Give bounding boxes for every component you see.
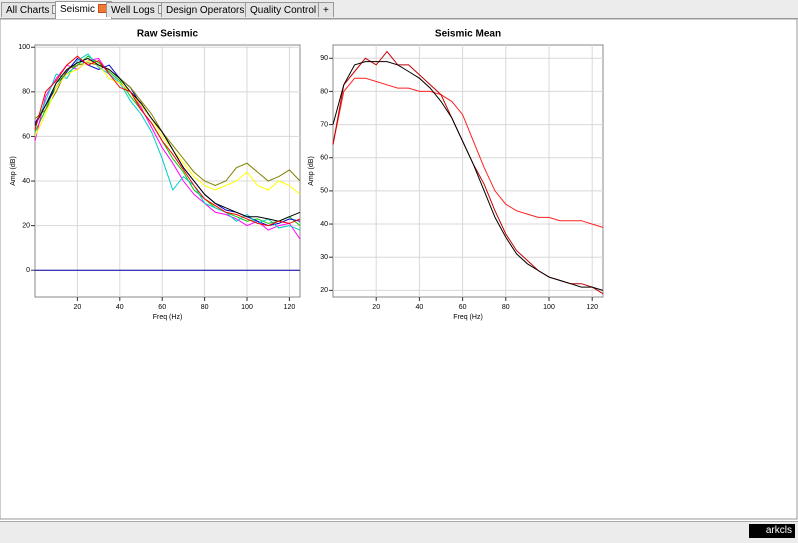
plot-area [34,44,301,298]
x-tick-label: 40 [116,304,124,311]
chart-title: Seismic Mean [435,29,501,40]
charts: Raw Seismic Freq (Hz) Amp (dB) 20 40 60 80 100 1… [0,18,798,520]
x-tick-label: 60 [158,304,166,311]
y-tick-label: 90 [320,55,328,62]
series-line [34,57,301,222]
y-tick-label: 80 [320,88,328,95]
x-axis-label: Freq (Hz) [153,314,183,321]
series-line [34,53,301,231]
logo: arkcls [749,524,795,538]
y-tick-label: 0 [26,267,30,274]
x-tick-label: 40 [416,304,424,311]
y-tick-label: 20 [22,222,30,229]
series-line [34,62,301,187]
tab-bar: All Charts Seismic Well Logs Design Operato… [0,0,798,19]
y-tick-label: 60 [22,133,30,140]
x-tick-label: 100 [543,304,555,311]
series-line [34,55,301,227]
series-line [34,60,301,195]
tab-label[interactable]: Design Operators [166,5,245,16]
y-tick-label: 80 [22,89,30,96]
x-tick-label: 120 [586,304,598,311]
tab-label[interactable]: All Charts [6,5,50,16]
y-axis-label: Amp (dB) [308,156,315,186]
x-tick-label: 80 [502,304,510,311]
tab-label[interactable]: + [323,5,329,16]
x-tick-label: 20 [372,304,380,311]
series-line [34,55,301,226]
status-bar: arkcls [0,521,798,543]
chart: Raw Seismic Freq (Hz) Amp (dB) 20 40 60 80 100 1… [10,29,301,321]
y-tick-label: 40 [22,178,30,185]
y-tick-label: 50 [320,188,328,195]
y-tick-label: 20 [320,287,328,294]
y-tick-label: 40 [320,221,328,228]
x-tick-label: 60 [459,304,467,311]
y-tick-label: 70 [320,121,328,128]
x-axis-label: Freq (Hz) [453,314,483,321]
chart: Seismic Mean Freq (Hz) Amp (dB) 20 40 60 80 100… [308,29,604,321]
x-tick-label: 80 [201,304,209,311]
tab-label[interactable]: Quality Control [250,5,317,16]
x-tick-label: 120 [284,304,296,311]
tab[interactable]: + [318,2,334,17]
y-tick-label: 60 [320,155,328,162]
y-tick-label: 100 [18,44,30,51]
series-line [332,77,604,228]
tab[interactable]: Seismic [55,1,113,19]
plot-area [332,44,604,298]
y-axis-label: Amp (dB) [10,156,17,186]
x-tick-label: 20 [74,304,82,311]
x-tick-label: 100 [241,304,253,311]
chart-title: Raw Seismic [137,29,199,40]
series-line [332,61,604,291]
tab-label[interactable]: Seismic [60,4,96,15]
tab-label[interactable]: Well Logs [111,5,155,16]
y-tick-label: 30 [320,254,328,261]
